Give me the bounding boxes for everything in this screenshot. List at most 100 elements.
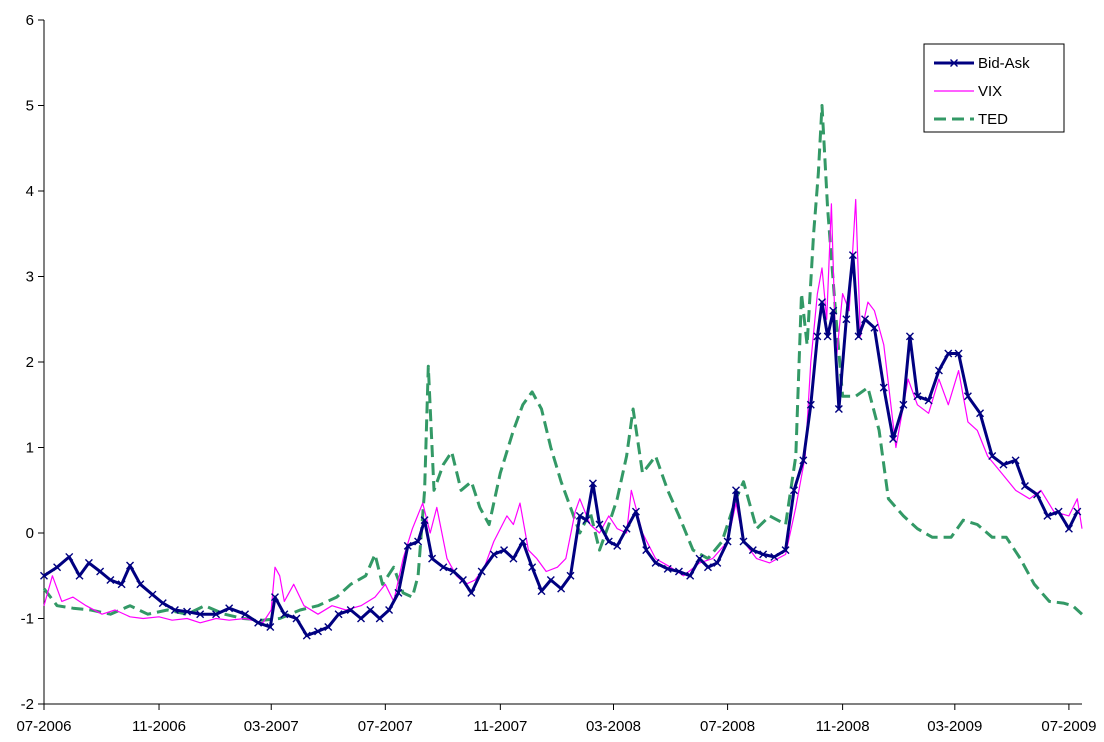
data-point-marker — [870, 323, 879, 332]
data-point-marker — [1011, 456, 1020, 465]
data-point-marker — [934, 366, 943, 375]
data-point-marker — [314, 627, 322, 636]
data-point-marker — [528, 563, 537, 572]
data-point-marker — [489, 550, 498, 559]
data-point-marker — [663, 564, 672, 573]
x-tick-label: 03-2009 — [927, 718, 982, 735]
data-point-marker — [537, 587, 546, 596]
data-point-marker — [854, 332, 863, 341]
data-point-marker — [266, 623, 275, 632]
data-point-marker — [799, 456, 808, 465]
legend-label: VIX — [978, 83, 1002, 100]
data-point-marker — [136, 580, 145, 589]
data-point-marker — [106, 576, 115, 585]
data-point-marker — [954, 349, 963, 358]
data-point-marker — [1064, 524, 1073, 533]
data-point-marker — [292, 614, 301, 623]
data-point-marker — [414, 537, 423, 546]
data-point-marker — [346, 605, 355, 614]
legend-item: VIX — [934, 83, 1002, 100]
legend-label: Bid-Ask — [978, 55, 1030, 72]
x-tick-label: 11-2007 — [473, 718, 527, 735]
data-point-marker — [806, 400, 815, 409]
series-bid-ask — [40, 251, 1082, 640]
data-point-marker — [613, 541, 622, 550]
data-point-marker — [500, 546, 509, 555]
data-point-marker — [988, 452, 997, 461]
data-point-marker — [582, 516, 591, 525]
data-point-marker — [53, 563, 62, 572]
data-point-marker — [963, 392, 972, 401]
legend-box — [923, 43, 1065, 133]
data-point-marker — [357, 614, 366, 623]
data-point-marker — [148, 590, 157, 599]
data-point-marker — [212, 610, 221, 619]
data-point-marker — [759, 550, 768, 559]
data-point-marker — [588, 479, 597, 488]
data-point-marker — [334, 610, 343, 619]
y-tick-label: 2 — [26, 354, 34, 371]
data-point-marker — [96, 567, 105, 576]
data-point-marker — [420, 516, 429, 525]
data-point-marker — [302, 631, 311, 640]
data-point-marker — [695, 554, 704, 563]
data-point-marker — [75, 571, 84, 580]
legend-item: TED — [934, 111, 1008, 128]
legend-marker — [950, 59, 958, 67]
data-point-marker — [818, 298, 827, 307]
x-tick-label: 11-2008 — [816, 718, 870, 735]
x-tick-label: 03-2007 — [244, 718, 299, 735]
data-point-marker — [158, 599, 167, 608]
data-point-marker — [781, 546, 790, 555]
data-point-marker — [899, 400, 908, 409]
data-point-marker — [829, 306, 838, 315]
series-ted — [42, 104, 1084, 622]
data-point-marker — [394, 588, 403, 597]
data-point-marker — [674, 567, 683, 576]
data-point-marker — [403, 541, 412, 550]
series-line — [42, 104, 1084, 622]
data-point-marker — [1043, 511, 1052, 520]
data-point-marker — [270, 593, 279, 602]
data-point-marker — [183, 607, 192, 616]
data-point-marker — [196, 610, 205, 619]
data-point-marker — [65, 552, 74, 561]
data-point-marker — [595, 520, 604, 529]
y-tick-label: 0 — [26, 525, 34, 542]
data-point-marker — [631, 507, 640, 516]
data-point-marker — [241, 610, 250, 619]
series-vix — [43, 198, 1083, 624]
data-point-marker — [770, 552, 779, 561]
data-point-marker — [789, 486, 798, 495]
series-layer — [40, 104, 1084, 640]
y-tick-label: -1 — [21, 611, 34, 628]
y-tick-label: 1 — [26, 440, 34, 457]
data-point-marker — [944, 349, 953, 358]
data-point-marker — [889, 434, 898, 443]
data-point-marker — [366, 605, 375, 614]
data-point-marker — [40, 571, 48, 580]
series-line — [43, 253, 1079, 638]
legend-item: Bid-Ask — [934, 55, 1030, 72]
data-point-marker — [1054, 507, 1063, 516]
y-tick-label: 5 — [26, 98, 34, 115]
y-tick-label: 6 — [26, 12, 34, 29]
data-point-marker — [622, 524, 631, 533]
data-point-marker — [566, 571, 575, 580]
data-point-marker — [879, 383, 888, 392]
y-tick-label: -2 — [21, 696, 34, 713]
data-point-marker — [924, 396, 933, 405]
x-tick-label: 07-2007 — [358, 718, 413, 735]
series-line — [43, 198, 1083, 624]
data-point-marker — [557, 584, 566, 593]
legend-label: TED — [978, 111, 1008, 128]
data-point-marker — [126, 561, 135, 570]
data-point-marker — [477, 567, 486, 576]
data-point-marker — [642, 546, 651, 555]
y-tick-label: 3 — [26, 269, 34, 286]
data-point-marker — [999, 460, 1008, 469]
data-point-marker — [861, 315, 870, 324]
data-point-marker — [1073, 507, 1082, 516]
data-point-marker — [748, 546, 757, 555]
